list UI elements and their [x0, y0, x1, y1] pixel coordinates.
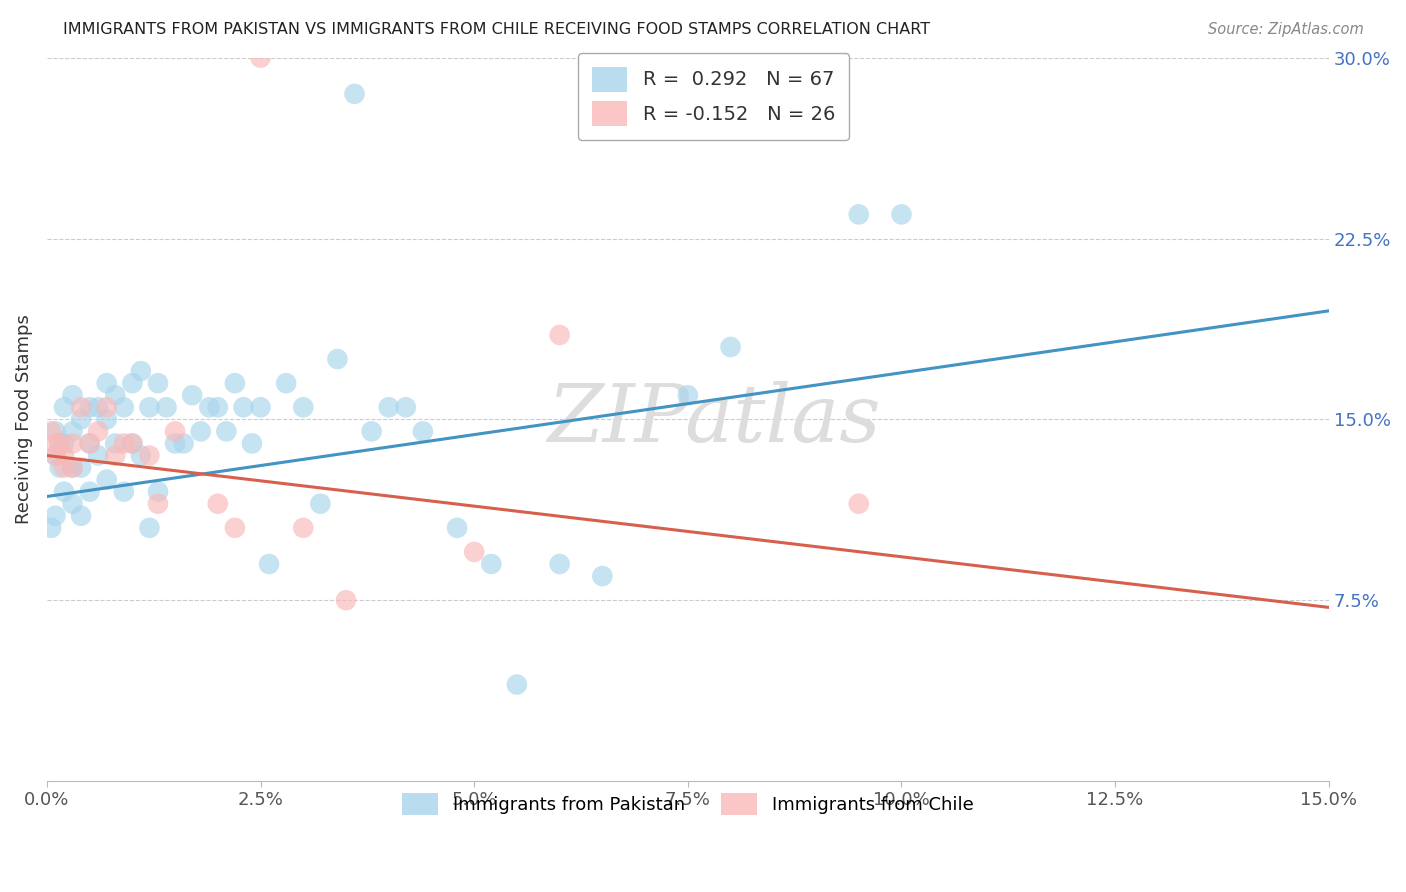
Point — [249, 401, 271, 415]
Point — [96, 473, 118, 487]
Point — [44, 425, 66, 439]
Point — [292, 401, 315, 415]
Point — [79, 484, 101, 499]
Point — [377, 401, 399, 415]
Point — [70, 401, 93, 415]
Point — [257, 557, 280, 571]
Point — [309, 497, 332, 511]
Point — [62, 436, 84, 450]
Point — [548, 328, 571, 343]
Point — [173, 436, 195, 450]
Point — [181, 388, 204, 402]
Point — [335, 593, 357, 607]
Point — [104, 449, 127, 463]
Point — [48, 436, 70, 450]
Point — [232, 401, 254, 415]
Point — [207, 497, 229, 511]
Point — [112, 401, 135, 415]
Point — [121, 436, 143, 450]
Point — [198, 401, 221, 415]
Point — [53, 449, 76, 463]
Point — [249, 51, 271, 65]
Point — [138, 401, 160, 415]
Point — [48, 460, 70, 475]
Text: ZIPatlas: ZIPatlas — [547, 381, 880, 458]
Point — [129, 364, 152, 378]
Point — [190, 425, 212, 439]
Text: Source: ZipAtlas.com: Source: ZipAtlas.com — [1208, 22, 1364, 37]
Point — [240, 436, 263, 450]
Point — [44, 508, 66, 523]
Point — [53, 401, 76, 415]
Point — [548, 557, 571, 571]
Point — [165, 436, 187, 450]
Point — [292, 521, 315, 535]
Point — [343, 87, 366, 101]
Point — [79, 401, 101, 415]
Point — [70, 508, 93, 523]
Legend: Immigrants from Pakistan, Immigrants from Chile: Immigrants from Pakistan, Immigrants fro… — [391, 782, 984, 826]
Point — [96, 376, 118, 391]
Y-axis label: Receiving Food Stamps: Receiving Food Stamps — [15, 314, 32, 524]
Point — [87, 449, 110, 463]
Point — [591, 569, 613, 583]
Point — [79, 436, 101, 450]
Point — [112, 436, 135, 450]
Point — [112, 484, 135, 499]
Point — [53, 436, 76, 450]
Point — [138, 521, 160, 535]
Point — [395, 401, 418, 415]
Point — [44, 436, 66, 450]
Point — [39, 425, 62, 439]
Point — [62, 497, 84, 511]
Point — [463, 545, 485, 559]
Point — [360, 425, 382, 439]
Point — [146, 484, 169, 499]
Point — [70, 460, 93, 475]
Point — [224, 521, 246, 535]
Point — [87, 401, 110, 415]
Point — [79, 436, 101, 450]
Point — [44, 449, 66, 463]
Point — [96, 401, 118, 415]
Point — [848, 497, 870, 511]
Point — [104, 436, 127, 450]
Point — [138, 449, 160, 463]
Point — [146, 376, 169, 391]
Point — [506, 677, 529, 691]
Point — [165, 425, 187, 439]
Point — [70, 412, 93, 426]
Point — [96, 412, 118, 426]
Point — [676, 388, 699, 402]
Point — [215, 425, 238, 439]
Point — [479, 557, 502, 571]
Point — [412, 425, 434, 439]
Point — [121, 436, 143, 450]
Point — [720, 340, 742, 354]
Point — [276, 376, 298, 391]
Point — [39, 521, 62, 535]
Point — [104, 388, 127, 402]
Point — [44, 449, 66, 463]
Point — [155, 401, 177, 415]
Point — [62, 425, 84, 439]
Point — [87, 425, 110, 439]
Point — [848, 207, 870, 221]
Point — [224, 376, 246, 391]
Point — [146, 497, 169, 511]
Point — [446, 521, 468, 535]
Text: IMMIGRANTS FROM PAKISTAN VS IMMIGRANTS FROM CHILE RECEIVING FOOD STAMPS CORRELAT: IMMIGRANTS FROM PAKISTAN VS IMMIGRANTS F… — [63, 22, 931, 37]
Point — [129, 449, 152, 463]
Point — [53, 484, 76, 499]
Point — [890, 207, 912, 221]
Point — [48, 436, 70, 450]
Point — [62, 460, 84, 475]
Point — [53, 460, 76, 475]
Point — [121, 376, 143, 391]
Point — [62, 388, 84, 402]
Point — [62, 460, 84, 475]
Point — [207, 401, 229, 415]
Point — [326, 352, 349, 367]
